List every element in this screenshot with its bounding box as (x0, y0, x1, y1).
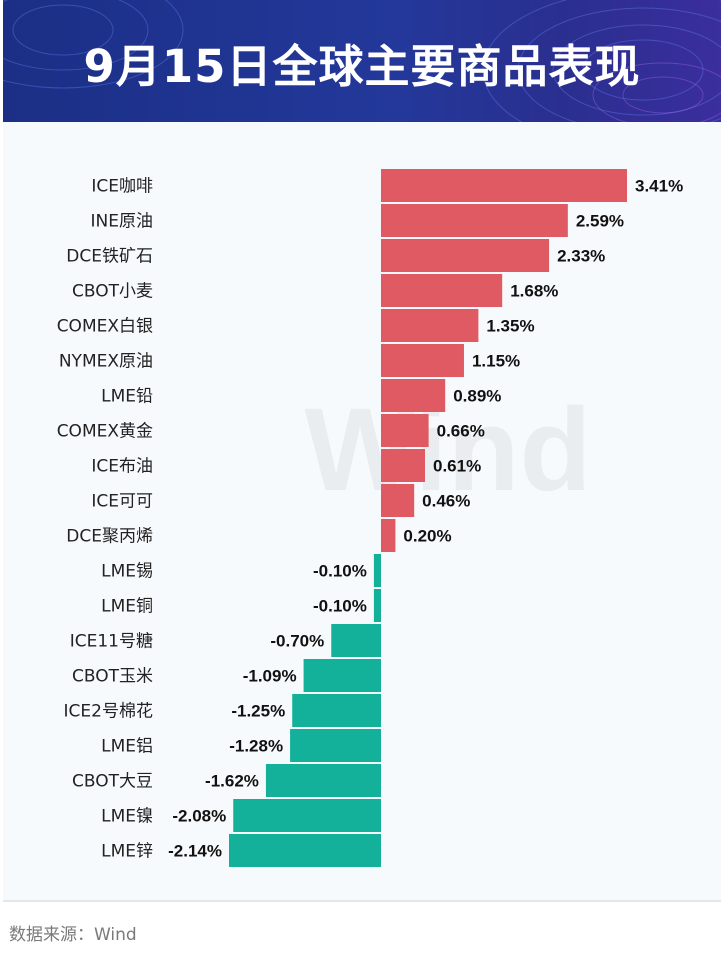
category-label: CBOT玉米 (72, 667, 153, 687)
category-label: ICE11号糖 (70, 632, 153, 652)
category-label: LME锡 (101, 562, 153, 582)
bar (381, 519, 396, 552)
bar (229, 834, 381, 867)
category-label: LME锌 (101, 842, 153, 862)
bar (381, 449, 426, 482)
source-note: 数据来源：Wind (9, 925, 137, 945)
value-label: 1.15% (472, 352, 520, 371)
bar (381, 344, 464, 377)
bar (292, 694, 381, 727)
category-label: COMEX黄金 (57, 422, 153, 442)
value-label: -0.10% (313, 562, 367, 581)
title-banner: 9月15日全球主要商品表现 (3, 0, 721, 122)
category-label: LME铜 (101, 597, 153, 617)
value-label: 2.33% (557, 247, 605, 266)
value-label: -1.28% (229, 737, 283, 756)
value-label: 0.61% (433, 457, 481, 476)
bar (381, 274, 503, 307)
value-label: -1.25% (231, 702, 285, 721)
category-label: LME铅 (101, 387, 153, 407)
value-label: -2.14% (168, 842, 222, 861)
category-label: ICE布油 (91, 457, 153, 477)
bar (233, 799, 381, 832)
watermark-text: Wind (304, 384, 591, 516)
category-label: ICE可可 (91, 492, 153, 512)
bar (373, 554, 381, 587)
value-label: -2.08% (172, 807, 226, 826)
bar (381, 169, 627, 202)
bar (331, 624, 381, 657)
chart-panel: Wind ICE咖啡 3.41% INE原油 2.59% DCE铁矿石 2.33% CBOT小… (3, 122, 721, 902)
bar (373, 589, 381, 622)
category-label: COMEX白银 (57, 317, 153, 337)
value-label: -1.62% (205, 772, 259, 791)
page-title: 9月15日全球主要商品表现 (83, 40, 641, 93)
bar (381, 414, 429, 447)
category-label: LME铝 (101, 737, 153, 757)
bar (381, 379, 446, 412)
bar (381, 239, 550, 272)
value-label: -1.09% (243, 667, 297, 686)
value-label: 2.59% (576, 212, 624, 231)
category-label: NYMEX原油 (59, 352, 153, 372)
value-label: 0.66% (437, 422, 485, 441)
value-label: 3.41% (635, 177, 683, 196)
value-label: 1.35% (486, 317, 534, 336)
value-label: -0.70% (270, 632, 324, 651)
category-label: DCE铁矿石 (66, 247, 153, 267)
category-label: CBOT大豆 (72, 772, 153, 792)
bar-chart: Wind ICE咖啡 3.41% INE原油 2.59% DCE铁矿石 2.33% CBOT小… (57, 169, 683, 867)
category-label: CBOT小麦 (72, 282, 153, 302)
category-label: INE原油 (91, 212, 153, 232)
value-label: 0.89% (453, 387, 501, 406)
category-label: LME镍 (101, 807, 153, 827)
contour-pattern (3, 0, 721, 122)
bar (381, 309, 479, 342)
category-label: DCE聚丙烯 (66, 527, 153, 547)
bar (290, 729, 381, 762)
bar (265, 764, 381, 797)
value-label: 0.20% (403, 527, 451, 546)
category-label: ICE2号棉花 (64, 702, 153, 722)
bar (381, 484, 415, 517)
value-label: 0.46% (422, 492, 470, 511)
bar (381, 204, 568, 237)
value-label: -0.10% (313, 597, 367, 616)
bar (303, 659, 381, 692)
value-label: 1.68% (510, 282, 558, 301)
category-label: ICE咖啡 (91, 177, 153, 197)
